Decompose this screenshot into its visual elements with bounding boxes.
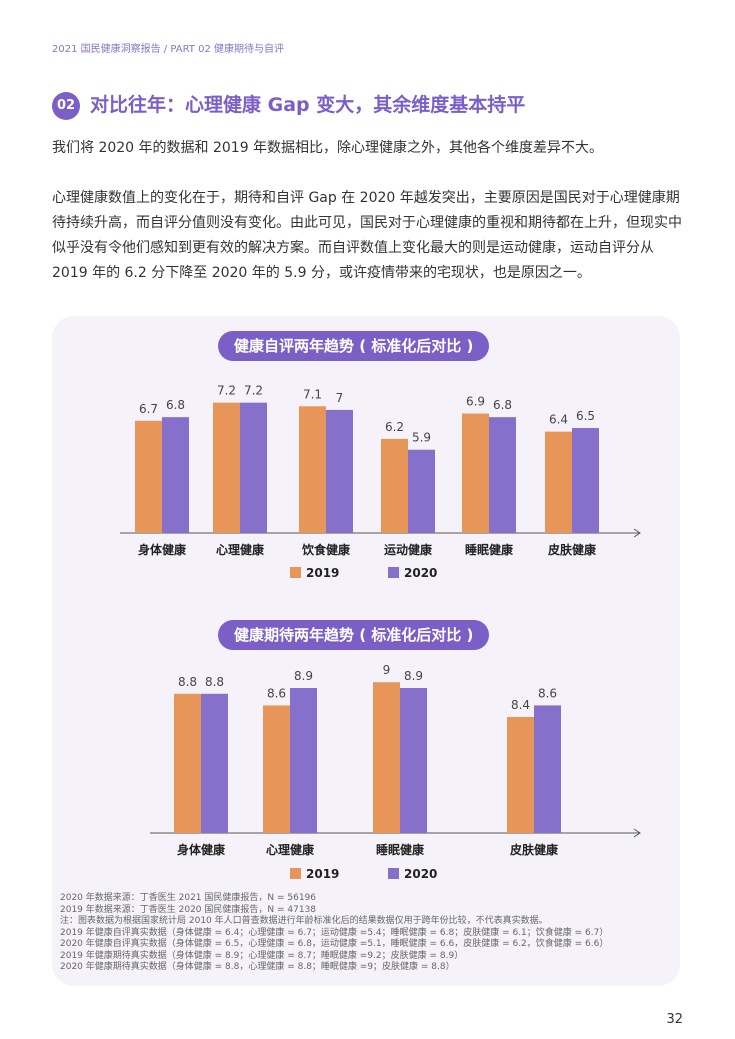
breadcrumb: 2021 国民健康洞察报告 / PART 02 健康期待与自评: [52, 44, 284, 55]
data-label: 7.1: [303, 387, 322, 401]
bar-2020: [290, 688, 317, 833]
note: 2020 年数据来源：丁香医生 2021 国民健康报告，N = 56196: [60, 893, 317, 903]
data-label: 6.2: [385, 420, 404, 434]
note: 注：图表数据为根据国家统计局 2010 年人口普查数据进行年龄标准化后的结果数据…: [60, 916, 548, 926]
note: 2019 年数据来源：丁香医生 2020 国民健康报告，N = 47138: [60, 904, 317, 915]
bar-2019: [135, 420, 162, 533]
data-label: 6.5: [576, 409, 595, 423]
page-number: 32: [666, 1012, 683, 1027]
data-label: 6.9: [466, 395, 485, 409]
data-label: 6.8: [166, 398, 185, 412]
category-label: 睡眠健康: [465, 542, 514, 557]
bar-2020: [240, 402, 267, 533]
data-label: 7.2: [244, 384, 263, 398]
data-label: 9: [383, 663, 391, 677]
category-label: 睡眠健康: [376, 842, 425, 857]
footnotes: 2020 年数据来源：丁香医生 2021 国民健康报告，N = 56196 20…: [60, 893, 608, 974]
bar-2020: [489, 417, 516, 533]
legend-swatch-2019: [290, 567, 301, 578]
data-label: 7.2: [217, 384, 236, 398]
legend-swatch-2020: [388, 868, 399, 879]
legend-label: 2019: [306, 867, 339, 881]
bar-2020: [534, 705, 561, 833]
bar-2019: [213, 402, 240, 533]
category-label: 身体健康: [177, 842, 226, 857]
section-title: 对比往年：心理健康 Gap 变大，其余维度基本持平: [90, 94, 526, 116]
data-label: 8.4: [511, 698, 530, 712]
data-label: 6.7: [139, 402, 158, 416]
bar-2020: [326, 409, 353, 533]
bar-2020: [201, 693, 228, 833]
bar-2020: [162, 417, 189, 533]
category-label: 皮肤健康: [509, 842, 559, 857]
paragraph: 我们将 2020 年的数据和 2019 年数据相比，除心理健康之外，其他各个维度…: [52, 140, 604, 156]
legend-swatch-2020: [388, 567, 399, 578]
bar-2019: [381, 438, 408, 533]
bar-2019: [263, 705, 290, 833]
note: 2019 年健康自评真实数据（身体健康 = 6.4；心理健康 = 6.7；运动健…: [60, 927, 609, 938]
bar-2020: [572, 428, 599, 533]
section-number-badge: 02: [52, 92, 80, 120]
bar-2019: [373, 682, 400, 833]
category-label: 饮食健康: [301, 542, 351, 557]
chart-title: 健康期待两年趋势 ( 标准化后对比 ): [218, 620, 490, 650]
axis-arrow-icon: [633, 828, 641, 838]
data-label: 7: [336, 391, 344, 405]
axis-arrow-icon: [633, 528, 641, 538]
data-label: 6.8: [493, 398, 512, 412]
data-label: 8.6: [538, 686, 557, 700]
category-label: 皮肤健康: [547, 542, 597, 557]
data-label: 5.9: [412, 431, 431, 445]
note: 2020 年健康自评真实数据（身体健康 = 6.5，心理健康 = 6.8，运动健…: [60, 939, 609, 949]
bar-2019: [507, 717, 534, 833]
note: 2019 年健康期待真实数据（身体健康 = 8.9；心理健康 = 8.7；睡眠健…: [60, 950, 464, 961]
bar-2020: [400, 688, 427, 833]
bar-2019: [299, 406, 326, 533]
note: 2020 年健康期待真实数据（身体健康 = 8.8，心理健康 = 8.8；睡眠健…: [60, 962, 455, 972]
bar-2019: [462, 413, 489, 533]
chart-title: 健康自评两年趋势 ( 标准化后对比 ): [218, 331, 490, 361]
data-label: 8.6: [267, 686, 286, 700]
legend-swatch-2019: [290, 868, 301, 879]
bar-2020: [408, 449, 435, 533]
category-label: 运动健康: [384, 542, 433, 557]
legend-label: 2020: [404, 566, 437, 580]
data-label: 8.9: [294, 669, 313, 683]
data-label: 8.8: [205, 675, 224, 689]
legend-label: 2020: [404, 867, 437, 881]
category-label: 身体健康: [138, 542, 187, 557]
data-label: 8.8: [178, 675, 197, 689]
paragraph: 心理健康数值上的变化在于，期待和自评 Gap 在 2020 年越发突出，主要原因…: [52, 190, 682, 281]
data-label: 8.9: [404, 669, 423, 683]
data-label: 6.4: [549, 413, 568, 427]
bar-2019: [174, 693, 201, 833]
legend-label: 2019: [306, 566, 339, 580]
category-label: 心理健康: [266, 842, 315, 857]
category-label: 心理健康: [216, 542, 265, 557]
bar-2019: [545, 431, 572, 533]
